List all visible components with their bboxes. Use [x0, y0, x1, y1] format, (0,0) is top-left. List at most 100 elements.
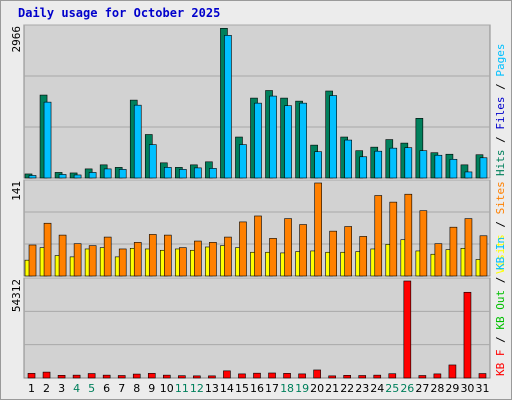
- day-label: 8: [133, 382, 140, 395]
- bar-kb-f: [72, 374, 81, 379]
- bar-sites: [329, 230, 337, 277]
- day-label: 1: [28, 382, 35, 395]
- bar-kb-f: [253, 372, 261, 379]
- bar-kb-f: [102, 374, 111, 379]
- bar-files: [299, 102, 307, 179]
- bar-sites: [73, 243, 82, 277]
- bar-kb-f: [298, 373, 306, 379]
- legend-item: Pages: [494, 44, 507, 77]
- bar-files: [179, 169, 187, 179]
- bar-sites: [464, 218, 473, 277]
- bar-sites: [284, 218, 292, 277]
- bar-sites: [133, 242, 142, 277]
- day-label: 29: [445, 382, 459, 395]
- legend-hits-files: Hits / Files / Pages: [494, 44, 507, 177]
- day-label: 4: [73, 382, 80, 395]
- day-label: 5: [88, 382, 95, 395]
- bar-sites: [88, 245, 97, 277]
- bar-sites: [419, 210, 428, 277]
- bar-sites: [58, 234, 67, 277]
- bar-kb-f: [358, 375, 367, 379]
- bar-sites: [314, 182, 322, 277]
- bar-kb-f: [208, 375, 216, 379]
- legend-item: Sites: [494, 181, 507, 214]
- bar-sites: [479, 235, 488, 277]
- bar-sites: [209, 242, 217, 277]
- bar-files: [389, 147, 398, 179]
- bar-files: [329, 95, 337, 179]
- bar-sites: [254, 215, 262, 277]
- legend-separator: /: [494, 330, 507, 350]
- day-label: 19: [295, 382, 309, 395]
- bar-files: [359, 156, 368, 179]
- day-label: 18: [280, 382, 294, 395]
- bar-kb-f: [448, 364, 457, 379]
- day-label: 20: [310, 382, 324, 395]
- bar-sites: [43, 222, 52, 277]
- bar-kb-f: [163, 374, 171, 379]
- bar-files: [133, 104, 142, 179]
- bar-files: [164, 167, 172, 179]
- scale-label-visits-sites: 141: [10, 181, 23, 201]
- bar-kb-f: [193, 375, 201, 379]
- day-label: 22: [340, 382, 354, 395]
- bar-files: [464, 171, 473, 179]
- bar-kb-f: [87, 373, 96, 379]
- bar-files: [344, 139, 352, 179]
- day-label: 6: [103, 382, 110, 395]
- scale-label-kbytes: 54312: [10, 279, 23, 312]
- bar-kb-f: [223, 370, 231, 379]
- bar-kb-f: [42, 371, 51, 379]
- day-label: 14: [220, 382, 234, 395]
- bar-files: [419, 150, 428, 179]
- bar-files: [43, 101, 52, 179]
- bar-sites: [103, 236, 112, 277]
- day-label: 3: [58, 382, 65, 395]
- bar-sites: [194, 240, 202, 277]
- bar-files: [254, 102, 262, 179]
- bar-kb-f: [343, 375, 351, 379]
- legend-separator: /: [494, 270, 507, 290]
- legend-item: KB Out: [494, 290, 507, 330]
- bar-kb-f: [268, 372, 276, 379]
- bar-files: [434, 154, 443, 179]
- bar-kb-f: [388, 373, 397, 379]
- legend-kbytes: KB F / KB Out / KB In: [494, 237, 507, 376]
- legend-separator: /: [494, 77, 507, 97]
- panel-kbytes: [23, 277, 491, 379]
- day-label: 31: [475, 382, 489, 395]
- bar-files: [73, 174, 82, 179]
- bar-files: [284, 105, 292, 179]
- bar-kb-f: [418, 375, 427, 379]
- bar-sites: [239, 221, 247, 277]
- bar-sites: [118, 248, 127, 277]
- day-label: 21: [325, 382, 339, 395]
- bar-kb-f: [147, 373, 156, 379]
- bar-sites: [28, 244, 37, 277]
- bar-sites: [449, 226, 458, 277]
- bar-files: [194, 167, 202, 179]
- bar-files: [239, 144, 247, 179]
- bar-files: [118, 169, 127, 179]
- bar-sites: [434, 243, 443, 277]
- bar-files: [479, 157, 488, 179]
- day-label: 10: [160, 382, 174, 395]
- bar-kb-f: [478, 373, 487, 379]
- day-label: 17: [265, 382, 279, 395]
- day-label: 26: [400, 382, 414, 395]
- legend-item: Visits: [494, 234, 507, 274]
- bar-files: [224, 35, 232, 179]
- bar-kb-f: [373, 374, 382, 379]
- bar-sites: [374, 195, 383, 277]
- bar-sites: [344, 226, 352, 277]
- bar-sites: [224, 236, 232, 277]
- bar-files: [58, 174, 67, 179]
- bar-files: [269, 95, 277, 179]
- bar-kb-f: [283, 373, 291, 379]
- bar-files: [148, 144, 157, 179]
- bar-sites: [359, 236, 368, 277]
- bar-kb-f: [433, 373, 442, 379]
- bar-hits: [415, 118, 424, 179]
- legend-item: Hits: [494, 150, 507, 177]
